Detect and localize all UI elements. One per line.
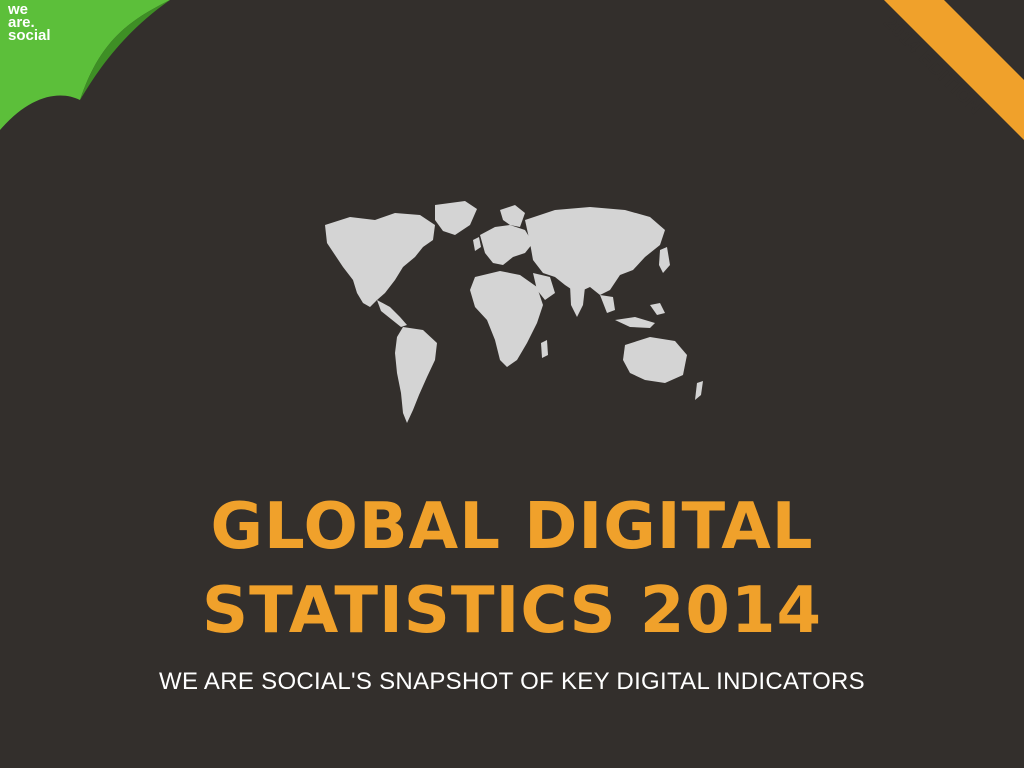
logo-word-social: social [8, 27, 51, 44]
we-are-social-logo: we are. social [0, 0, 200, 140]
logo-wordmark: we are. social [8, 1, 51, 44]
page-subtitle: WE ARE SOCIAL'S SNAPSHOT OF KEY DIGITAL … [159, 668, 865, 695]
page-title-line-1: GLOBAL DIGITAL [210, 490, 814, 564]
logo-word-we: we [8, 1, 29, 18]
edition-ribbon-icon [884, 0, 1024, 140]
edition-banner: 2014 EDITION [844, 0, 1024, 180]
page-title-line-2: STATISTICS 2014 [201, 574, 823, 648]
world-map-icon [325, 201, 703, 423]
logo-word-are: are. [8, 14, 35, 31]
logo-page-curl-icon [0, 0, 170, 130]
